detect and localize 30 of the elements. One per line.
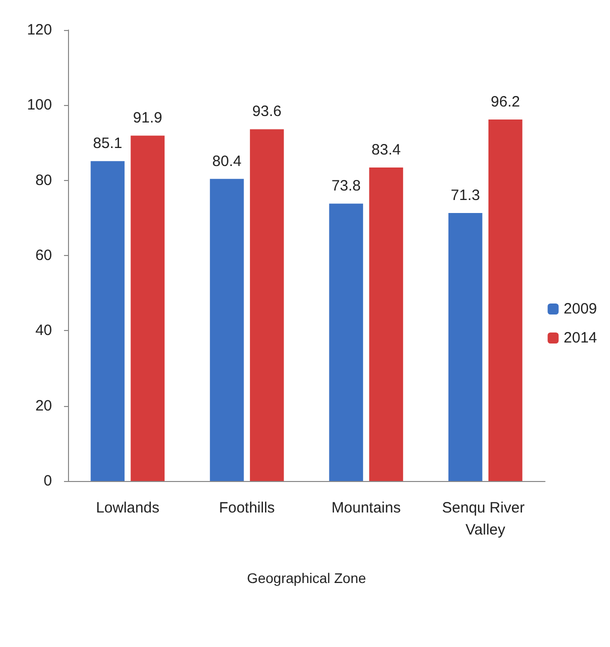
legend-label: 2009 (564, 300, 598, 318)
data-label: 93.6 (252, 103, 282, 120)
y-tick-label: 120 (26, 22, 52, 38)
data-label: 71.3 (450, 187, 480, 204)
bar (90, 161, 125, 481)
x-tick-label: Foothills (218, 500, 275, 516)
bar (250, 129, 284, 481)
data-label: 83.4 (372, 142, 401, 159)
y-tick-label: 80 (35, 172, 52, 189)
bar (369, 168, 404, 481)
data-label: 91.9 (133, 110, 162, 127)
data-label: 80.4 (212, 152, 242, 170)
x-tick-label: Senqu River Valley (442, 500, 529, 538)
bar (329, 204, 364, 481)
y-tick-label: 40 (35, 322, 52, 340)
legend-label: 2014 (564, 330, 598, 346)
y-tick-label: 0 (44, 472, 52, 490)
y-tick-label: 100 (26, 96, 52, 114)
data-label: 85.1 (93, 135, 122, 152)
data-label: 96.2 (490, 93, 520, 110)
data-label: 73.8 (332, 178, 361, 195)
y-tick-label: 20 (35, 397, 52, 414)
bar (448, 213, 482, 481)
x-tick-label: Lowlands (96, 500, 160, 516)
bar (130, 136, 165, 481)
y-tick-label: 60 (35, 247, 52, 264)
bar (488, 119, 522, 481)
x-tick-label: Mountains (332, 500, 401, 516)
x-axis-title: Geographical Zone (246, 570, 366, 586)
bar (210, 178, 244, 481)
